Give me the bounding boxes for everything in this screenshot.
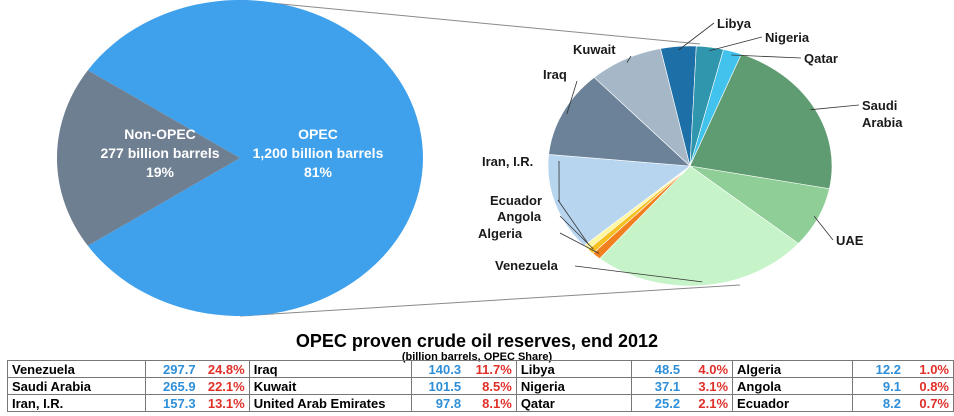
table-cell-name: Iraq xyxy=(248,360,412,378)
connector-lines xyxy=(239,0,741,317)
table-cell-name: United Arab Emirates xyxy=(248,394,412,412)
big-pie-label-opec-pct: 81% xyxy=(304,164,333,180)
table-cell-name: Venezuela xyxy=(6,360,147,378)
member-label-algeria: Algeria xyxy=(478,226,523,241)
table-cell-share: 2.1% xyxy=(684,394,734,412)
leader-line-libya xyxy=(678,22,715,51)
table-cell-value: 101.5 xyxy=(410,377,466,395)
table-cell-value: 25.2 xyxy=(630,394,685,412)
leader-line-kuwait xyxy=(626,55,632,63)
table-cell-share: 1.0% xyxy=(904,360,954,378)
reserves-table: Venezuela 297.7 24.8% Iraq 140.3 11.7% Libya 48… xyxy=(6,360,954,412)
leader-line-uae xyxy=(813,216,834,241)
table-cell-name: Libya xyxy=(515,360,632,378)
big-pie-label-non-opec-pct: 19% xyxy=(146,164,175,180)
table-cell-value: 97.8 xyxy=(410,394,466,412)
member-label-saudi-arabia: Saudi xyxy=(862,98,897,113)
table-cell-share: 0.7% xyxy=(904,394,954,412)
table-title-block: OPEC proven crude oil reserves, end 2012… xyxy=(0,331,954,363)
leader-line-ecuador xyxy=(557,199,590,246)
opec-members-pie xyxy=(547,45,833,287)
leader-line-nigeria xyxy=(709,36,763,52)
table-cell-name: Qatar xyxy=(515,394,632,412)
table-row: Venezuela 297.7 24.8% Iraq 140.3 11.7% Libya 48… xyxy=(6,360,954,378)
table-cell-share: 0.8% xyxy=(904,377,954,395)
big-pie-label-opec-name: OPEC xyxy=(298,126,338,142)
member-label-venezuela: Venezuela xyxy=(495,258,559,273)
member-label-qatar: Qatar xyxy=(804,51,838,66)
table-cell-name: Nigeria xyxy=(515,377,632,395)
leader-line-qatar xyxy=(731,54,802,59)
table-cell-share: 22.1% xyxy=(199,377,250,395)
table-cell-name: Kuwait xyxy=(248,377,412,395)
table-cell-value: 48.5 xyxy=(630,360,685,378)
table-cell-share: 3.1% xyxy=(684,377,734,395)
pie-slice-venezuela xyxy=(599,165,799,287)
table-cell-share: 11.7% xyxy=(465,360,517,378)
table-cell-share: 13.1% xyxy=(199,394,250,412)
table-row: Iran, I.R. 157.3 13.1% United Arab Emirates… xyxy=(6,394,954,412)
pie-slice-opec xyxy=(87,0,423,317)
pie-slice-iran-i-r xyxy=(547,154,691,247)
member-label-ecuador: Ecuador xyxy=(490,193,542,208)
table-cell-value: 8.2 xyxy=(851,394,905,412)
leader-line-algeria xyxy=(559,232,600,254)
big-pie-label-non-opec-value: 277 billion barrels xyxy=(100,145,219,161)
table-cell-value: 9.1 xyxy=(851,377,905,395)
table-cell-name: Iran, I.R. xyxy=(6,394,147,412)
table-cell-name: Algeria xyxy=(732,360,853,378)
member-label-iraq: Iraq xyxy=(543,67,567,82)
table-cell-value: 12.2 xyxy=(851,360,905,378)
member-label-saudi-arabia: Arabia xyxy=(862,115,903,130)
member-label-iran-i-r: Iran, I.R. xyxy=(482,154,533,169)
pie-slice-saudi-arabia xyxy=(689,53,833,190)
table-row: Saudi Arabia 265.9 22.1% Kuwait 101.5 8.5% Nig… xyxy=(6,377,954,395)
leader-line-iraq xyxy=(566,80,578,115)
table-title: OPEC proven crude oil reserves, end 2012 xyxy=(295,331,659,351)
pie-slice-kuwait xyxy=(593,48,691,167)
big-pie-label-opec-value: 1,200 billion barrels xyxy=(253,145,384,161)
pie-slice-non-opec xyxy=(56,70,241,246)
table-cell-name: Saudi Arabia xyxy=(6,377,147,395)
table-cell-value: 297.7 xyxy=(145,360,200,378)
leader-line-venezuela xyxy=(574,265,703,283)
member-label-uae: UAE xyxy=(836,233,864,248)
table-cell-value: 37.1 xyxy=(630,377,685,395)
table-cell-share: 8.1% xyxy=(465,394,517,412)
table-cell-share: 24.8% xyxy=(199,360,250,378)
table-cell-value: 140.3 xyxy=(410,360,466,378)
leader-line-saudi-arabia xyxy=(810,104,860,111)
table-cell-share: 4.0% xyxy=(684,360,734,378)
member-label-kuwait: Kuwait xyxy=(573,42,616,57)
table-cell-name: Angola xyxy=(732,377,853,395)
pie-slice-iraq xyxy=(548,77,691,167)
big-pie-label-non-opec-name: Non-OPEC xyxy=(124,126,196,142)
connector-line-top xyxy=(239,0,701,45)
opec-vs-non-opec-pie: OPEC 1,200 billion barrels 81% Non-OPEC 277 … xyxy=(56,0,423,317)
connector-line-bottom xyxy=(239,284,741,317)
table-cell-share: 8.5% xyxy=(465,377,517,395)
table-cell-name: Ecuador xyxy=(732,394,853,412)
member-labels: Libya Nigeria Qatar Saudi Arabia UAE Venezuela… xyxy=(478,16,903,283)
member-label-nigeria: Nigeria xyxy=(765,30,810,45)
table-cell-value: 265.9 xyxy=(145,377,200,395)
member-label-angola: Angola xyxy=(497,209,542,224)
table-cell-value: 157.3 xyxy=(145,394,200,412)
opec-reserves-chart: OPEC 1,200 billion barrels 81% Non-OPEC 277 … xyxy=(56,0,903,317)
member-label-libya: Libya xyxy=(717,16,752,31)
